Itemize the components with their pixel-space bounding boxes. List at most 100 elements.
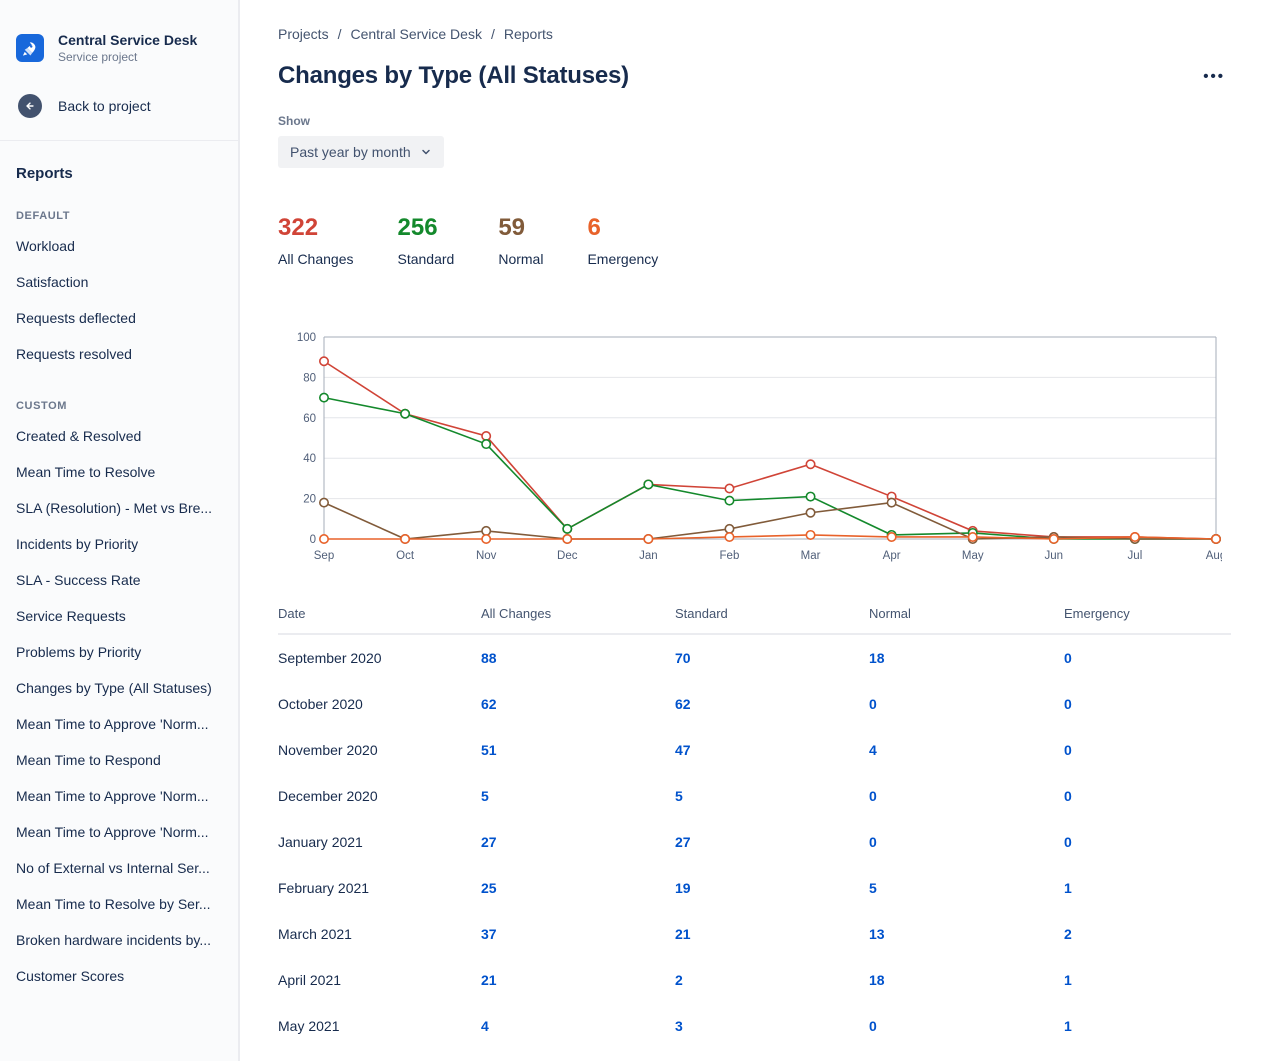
date-cell: October 2020 (278, 696, 363, 712)
value-link-emergency[interactable]: 0 (1064, 788, 1072, 804)
value-link-normal[interactable]: 18 (869, 972, 885, 988)
sidebar-item-mean-time-to-resolve-by-ser[interactable]: Mean Time to Resolve by Ser... (16, 896, 211, 912)
sidebar-item-incidents-by-priority[interactable]: Incidents by Priority (16, 536, 139, 552)
value-link-normal[interactable]: 13 (869, 926, 885, 942)
value-cell: 27 (675, 819, 869, 865)
value-link-emergency[interactable]: 0 (1064, 650, 1072, 666)
value-link-standard[interactable]: 2 (675, 972, 683, 988)
value-link-all-changes[interactable]: 4 (481, 1018, 489, 1034)
value-link-standard[interactable]: 5 (675, 788, 683, 804)
table-row-january-2021: January 2021 27 27 0 0 (278, 819, 1231, 865)
chart-point (481, 525, 492, 536)
series-all-changes (318, 356, 1221, 545)
value-link-emergency[interactable]: 0 (1064, 834, 1072, 850)
breadcrumb-link-reports[interactable]: Reports (503, 26, 553, 42)
sidebar-item-workload[interactable]: Workload (16, 238, 75, 254)
date-cell: November 2020 (278, 742, 378, 758)
svg-text:Apr: Apr (883, 550, 901, 562)
value-link-standard[interactable]: 3 (675, 1018, 683, 1034)
date-cell: December 2020 (278, 788, 378, 804)
table-row-february-2021: February 2021 25 19 5 1 (278, 865, 1231, 911)
sidebar-item-broken-hardware-incidents-by[interactable]: Broken hardware incidents by... (16, 932, 212, 948)
sidebar-item-requests-deflected[interactable]: Requests deflected (16, 310, 136, 326)
stat-normal: 59 Normal (498, 214, 543, 267)
sidebar-item-requests-resolved[interactable]: Requests resolved (16, 346, 132, 362)
more-options-button[interactable]: ••• (1197, 64, 1231, 89)
table-row-november-2020: November 2020 51 47 4 0 (278, 727, 1231, 773)
value-link-emergency[interactable]: 1 (1064, 880, 1072, 896)
sidebar-item-mean-time-to-resolve[interactable]: Mean Time to Resolve (16, 464, 156, 480)
value-link-standard[interactable]: 47 (675, 742, 691, 758)
chart-point (724, 531, 735, 542)
value-cell: 0 (869, 681, 1064, 727)
project-header: Central Service Desk Service project (16, 32, 228, 64)
sidebar-item-mean-time-to-respond[interactable]: Mean Time to Respond (16, 752, 161, 768)
value-link-emergency[interactable]: 1 (1064, 972, 1072, 988)
value-link-standard[interactable]: 70 (675, 650, 691, 666)
sidebar-item-customer-scores[interactable]: Customer Scores (16, 968, 125, 984)
chart-point (318, 356, 329, 367)
table-row-october-2020: October 2020 62 62 0 0 (278, 681, 1231, 727)
sidebar-item-problems-by-priority[interactable]: Problems by Priority (16, 644, 142, 660)
value-link-all-changes[interactable]: 21 (481, 972, 497, 988)
sidebar-item-service-requests[interactable]: Service Requests (16, 608, 126, 624)
sidebar-item-no-of-external-vs-internal-ser[interactable]: No of External vs Internal Ser... (16, 860, 210, 876)
value-link-normal[interactable]: 4 (869, 742, 877, 758)
value-link-emergency[interactable]: 2 (1064, 926, 1072, 942)
value-link-normal[interactable]: 0 (869, 834, 877, 850)
svg-text:Mar: Mar (801, 550, 821, 562)
value-link-all-changes[interactable]: 62 (481, 696, 497, 712)
sidebar-item-created-resolved[interactable]: Created & Resolved (16, 428, 142, 444)
chart-point (805, 507, 816, 518)
value-link-all-changes[interactable]: 37 (481, 926, 497, 942)
value-link-all-changes[interactable]: 27 (481, 834, 497, 850)
breadcrumb-link-projects[interactable]: Projects (278, 26, 329, 42)
value-link-all-changes[interactable]: 5 (481, 788, 489, 804)
chart-point (481, 534, 492, 545)
value-cell: 25 (481, 865, 675, 911)
breadcrumb-link-central-service-desk[interactable]: Central Service Desk (350, 26, 482, 42)
value-link-standard[interactable]: 21 (675, 926, 691, 942)
value-link-all-changes[interactable]: 51 (481, 742, 497, 758)
value-link-all-changes[interactable]: 88 (481, 650, 497, 666)
value-link-emergency[interactable]: 0 (1064, 742, 1072, 758)
sidebar-item-mean-time-to-approve-norm[interactable]: Mean Time to Approve 'Norm... (16, 788, 209, 804)
value-link-normal[interactable]: 5 (869, 880, 877, 896)
value-cell: 0 (1064, 727, 1231, 773)
sidebar-item-mean-time-to-approve-norm[interactable]: Mean Time to Approve 'Norm... (16, 824, 209, 840)
chart-container: 0 20 40 60 80 100 Sep Oct Nov Dec Jan Feb Mar Apr May J… (278, 329, 1226, 574)
value-link-normal[interactable]: 18 (869, 650, 885, 666)
breadcrumb-separator: / (490, 26, 495, 42)
sidebar-item-satisfaction[interactable]: Satisfaction (16, 274, 89, 290)
value-cell: 0 (1064, 819, 1231, 865)
value-link-emergency[interactable]: 0 (1064, 696, 1072, 712)
stat-value: 256 (397, 214, 438, 241)
value-cell: 21 (481, 957, 675, 1003)
sidebar-item-sla-success-rate[interactable]: SLA - Success Rate (16, 572, 141, 588)
svg-text:0: 0 (310, 534, 316, 546)
value-cell: 18 (869, 957, 1064, 1003)
chart-point (562, 523, 573, 534)
page-title: Changes by Type (All Statuses) (278, 62, 629, 89)
value-cell: 4 (869, 727, 1064, 773)
sidebar-item-changes-by-type-all-statuses[interactable]: Changes by Type (All Statuses) (16, 680, 212, 696)
value-cell: 2 (675, 957, 869, 1003)
sidebar-item-mean-time-to-approve-norm[interactable]: Mean Time to Approve 'Norm... (16, 716, 209, 732)
value-link-normal[interactable]: 0 (869, 788, 877, 804)
value-link-standard[interactable]: 27 (675, 834, 691, 850)
value-cell: 13 (869, 911, 1064, 957)
value-cell: 37 (481, 911, 675, 957)
svg-text:80: 80 (303, 372, 316, 384)
value-link-normal[interactable]: 0 (869, 696, 877, 712)
back-to-project-button[interactable]: Back to project (16, 94, 228, 118)
value-link-normal[interactable]: 0 (869, 1018, 877, 1034)
value-link-emergency[interactable]: 1 (1064, 1018, 1072, 1034)
value-link-standard[interactable]: 19 (675, 880, 691, 896)
value-link-standard[interactable]: 62 (675, 696, 691, 712)
value-link-all-changes[interactable]: 25 (481, 880, 497, 896)
value-cell: 70 (675, 634, 869, 681)
chart-point (805, 459, 816, 470)
sidebar-item-sla-resolution-met-vs-bre[interactable]: SLA (Resolution) - Met vs Bre... (16, 500, 213, 516)
period-dropdown[interactable]: Past year by month (278, 136, 444, 168)
stat-label: All Changes (278, 251, 354, 267)
